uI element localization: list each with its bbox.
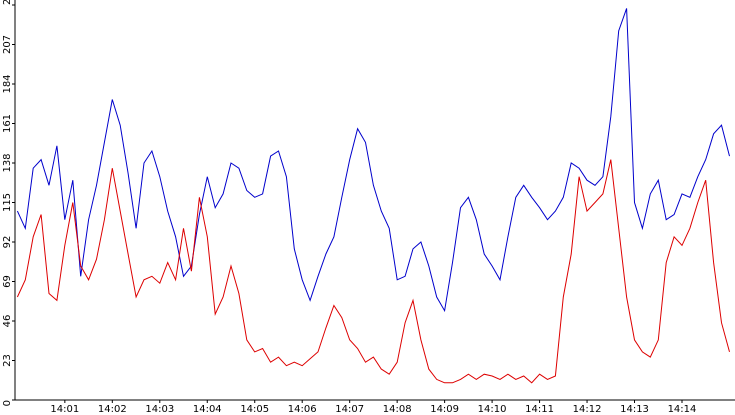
series-line — [16, 159, 730, 384]
y-tick-label: 207 — [2, 35, 13, 54]
x-tick-label: 14:11 — [525, 404, 554, 415]
x-tick-label: 14:02 — [98, 404, 127, 415]
x-tick-label: 14:07 — [335, 404, 364, 415]
x-tick-label: 14:13 — [620, 404, 649, 415]
x-tick-label: 14:01 — [50, 404, 79, 415]
x-tick-label: 14:14 — [668, 404, 697, 415]
x-tick-label: 14:05 — [240, 404, 269, 415]
y-tick-label: 230 — [2, 0, 13, 5]
series-line — [16, 8, 730, 313]
y-tick-label: 161 — [2, 114, 13, 133]
x-tick-label: 14:09 — [430, 404, 459, 415]
y-tick-label: 92 — [2, 236, 13, 249]
y-tick-label: 138 — [2, 153, 13, 172]
y-tick-label: 46 — [2, 315, 13, 328]
y-tick-label: 184 — [2, 74, 13, 93]
x-tick-label: 14:06 — [288, 404, 317, 415]
x-tick-label: 14:03 — [145, 404, 174, 415]
y-tick-label: 115 — [2, 193, 13, 212]
y-tick-label: 0 — [2, 400, 13, 406]
x-tick-label: 14:04 — [193, 404, 222, 415]
x-tick-label: 14:10 — [478, 404, 507, 415]
y-tick-label: 23 — [2, 354, 13, 367]
x-tick-label: 14:08 — [383, 404, 412, 415]
x-tick-label: 14:12 — [573, 404, 602, 415]
y-tick-label: 69 — [2, 275, 13, 288]
